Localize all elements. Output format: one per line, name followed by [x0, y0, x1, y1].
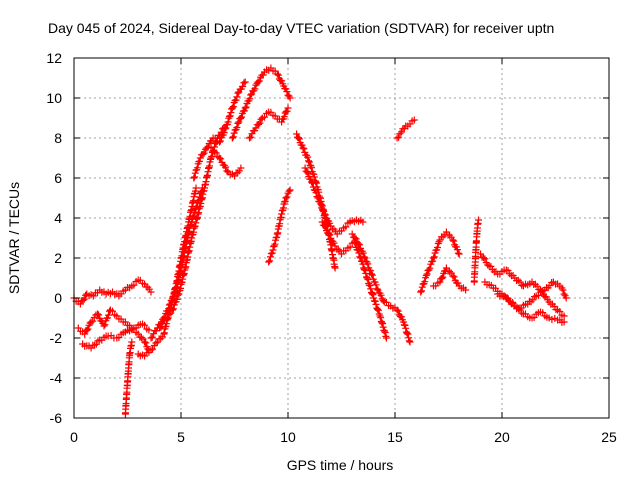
series-track-l — [228, 64, 294, 142]
chart-title: Day 045 of 2024, Sidereal Day-to-day VTE… — [48, 20, 554, 36]
y-tick-label: 6 — [54, 170, 62, 186]
series-track-w — [477, 250, 568, 320]
x-tick-label: 0 — [70, 429, 78, 445]
series-markers — [348, 230, 414, 346]
x-axis-label: GPS time / hours — [287, 457, 394, 473]
y-axis-label: SDTVAR / TECUs — [6, 182, 22, 294]
series-track-f — [121, 318, 153, 354]
series-track-k — [207, 144, 245, 180]
y-tick-label: -4 — [50, 370, 63, 386]
series-markers — [301, 164, 367, 238]
series-markers — [470, 216, 482, 286]
plot-frame — [73, 57, 610, 419]
y-tick-label: 0 — [54, 290, 62, 306]
series-markers — [246, 104, 292, 142]
series-track-d — [121, 338, 136, 418]
y-tick-label: 10 — [46, 90, 62, 106]
axis-ticks: 0 5 10 15 20 25 -6 -4 -2 0 2 4 6 8 10 12 — [46, 50, 617, 445]
series-track-u — [430, 264, 470, 294]
series-track-m — [246, 104, 292, 142]
data-series-group — [70, 64, 570, 418]
series-markers — [190, 78, 249, 182]
series-markers — [393, 116, 418, 142]
series-track-s — [393, 116, 418, 142]
series-markers — [74, 306, 127, 338]
series-track-v — [470, 216, 482, 286]
y-tick-label: 12 — [46, 50, 62, 66]
x-tick-label: 5 — [177, 429, 185, 445]
series-markers — [494, 290, 568, 326]
series-markers — [265, 186, 294, 266]
x-tick-label: 10 — [280, 429, 296, 445]
x-tick-label: 15 — [387, 429, 403, 445]
series-track-e — [115, 276, 155, 298]
series-markers — [121, 338, 136, 418]
grid-lines — [74, 58, 609, 418]
y-tick-label: -2 — [50, 330, 63, 346]
series-track-t — [417, 228, 463, 296]
series-track-y — [494, 290, 568, 326]
series-markers — [207, 144, 245, 180]
series-track-b — [74, 306, 127, 338]
x-tick-label: 20 — [494, 429, 510, 445]
x-tick-label: 25 — [601, 429, 617, 445]
series-markers — [115, 276, 155, 298]
series-markers — [228, 64, 294, 142]
y-tick-label: 4 — [54, 210, 62, 226]
series-track-j — [190, 78, 249, 182]
y-tick-label: -6 — [50, 410, 63, 426]
series-markers — [147, 184, 206, 342]
series-markers — [477, 250, 568, 320]
series-markers — [417, 228, 463, 296]
series-track-p — [301, 164, 367, 238]
series-track-h — [147, 184, 206, 342]
series-track-r — [348, 230, 414, 346]
series-markers — [430, 264, 470, 294]
series-markers — [121, 318, 153, 354]
y-tick-label: 8 — [54, 130, 62, 146]
y-tick-label: 2 — [54, 250, 62, 266]
series-track-n — [265, 186, 294, 266]
